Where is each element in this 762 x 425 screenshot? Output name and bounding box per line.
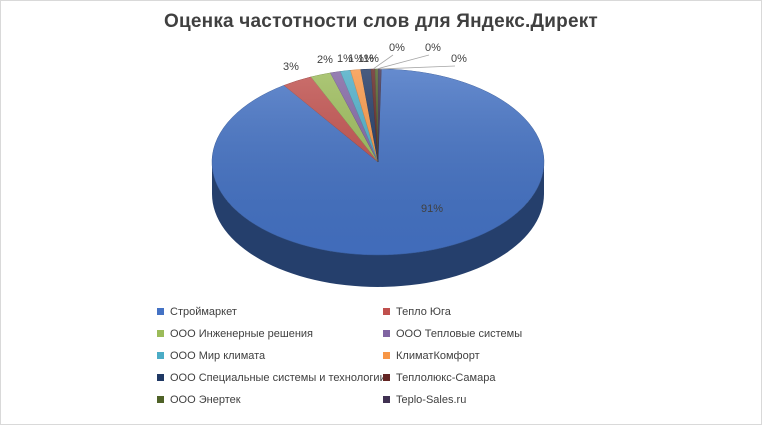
data-label-7: 0% <box>389 42 405 54</box>
data-label-6: 1% <box>363 53 379 65</box>
pie-side-0 <box>212 162 544 287</box>
legend-label-5: КлиматКомфорт <box>396 350 480 362</box>
data-label-1: 3% <box>283 61 299 73</box>
legend-item-8: ООО Энертек <box>157 394 241 406</box>
data-label-5: 1% <box>358 53 374 65</box>
legend-key-0 <box>157 307 164 315</box>
legend-item-1: Тепло Юга <box>383 306 451 318</box>
data-label-8: 0% <box>425 42 441 54</box>
legend-label-9: Teplo-Sales.ru <box>396 394 467 406</box>
leader-line-9 <box>379 65 456 70</box>
legend-label-6: ООО Специальные системы и технологии <box>170 372 386 384</box>
legend-label-3: ООО Тепловые системы <box>396 328 523 340</box>
legend-key-6 <box>157 373 164 381</box>
data-label-4: 1% <box>348 53 364 65</box>
legend-key-2 <box>157 329 164 337</box>
legend-label-4: ООО Мир климата <box>170 350 266 362</box>
legend-label-2: ООО Инженерные решения <box>170 328 313 340</box>
legend-label-8: ООО Энертек <box>170 394 241 406</box>
data-label-9: 0% <box>451 53 467 65</box>
legend-key-4 <box>157 351 164 359</box>
legend-label-0: Строймаркет <box>170 306 237 318</box>
legend-key-3 <box>383 329 390 337</box>
leader-line-8 <box>376 54 430 70</box>
legend-key-7 <box>383 373 390 381</box>
legend-key-1 <box>383 307 390 315</box>
leader-line-7 <box>372 54 394 70</box>
legend-item-2: ООО Инженерные решения <box>157 328 313 340</box>
legend-item-4: ООО Мир климата <box>157 350 265 362</box>
legend-item-9: Teplo-Sales.ru <box>383 394 466 406</box>
legend-key-8 <box>157 395 164 403</box>
legend-item-3: ООО Тепловые системы <box>383 328 522 340</box>
legend-key-9 <box>383 395 390 403</box>
data-label-2: 2% <box>317 54 333 66</box>
legend-label-1: Тепло Юга <box>396 306 451 318</box>
data-label-0: 91% <box>421 203 443 215</box>
legend-item-7: Теплолюкс-Самара <box>383 372 495 384</box>
chart-title: Оценка частотности слов для Яндекс.Дирек… <box>164 11 598 32</box>
legend-item-6: ООО Специальные системы и технологии <box>157 372 386 384</box>
data-label-3: 1% <box>337 53 353 65</box>
legend-item-0: Строймаркет <box>157 306 237 318</box>
legend-label-7: Теплолюкс-Самара <box>396 372 496 384</box>
legend-item-5: КлиматКомфорт <box>383 350 480 362</box>
pie-gloss <box>212 69 544 255</box>
legend-key-5 <box>383 351 390 359</box>
